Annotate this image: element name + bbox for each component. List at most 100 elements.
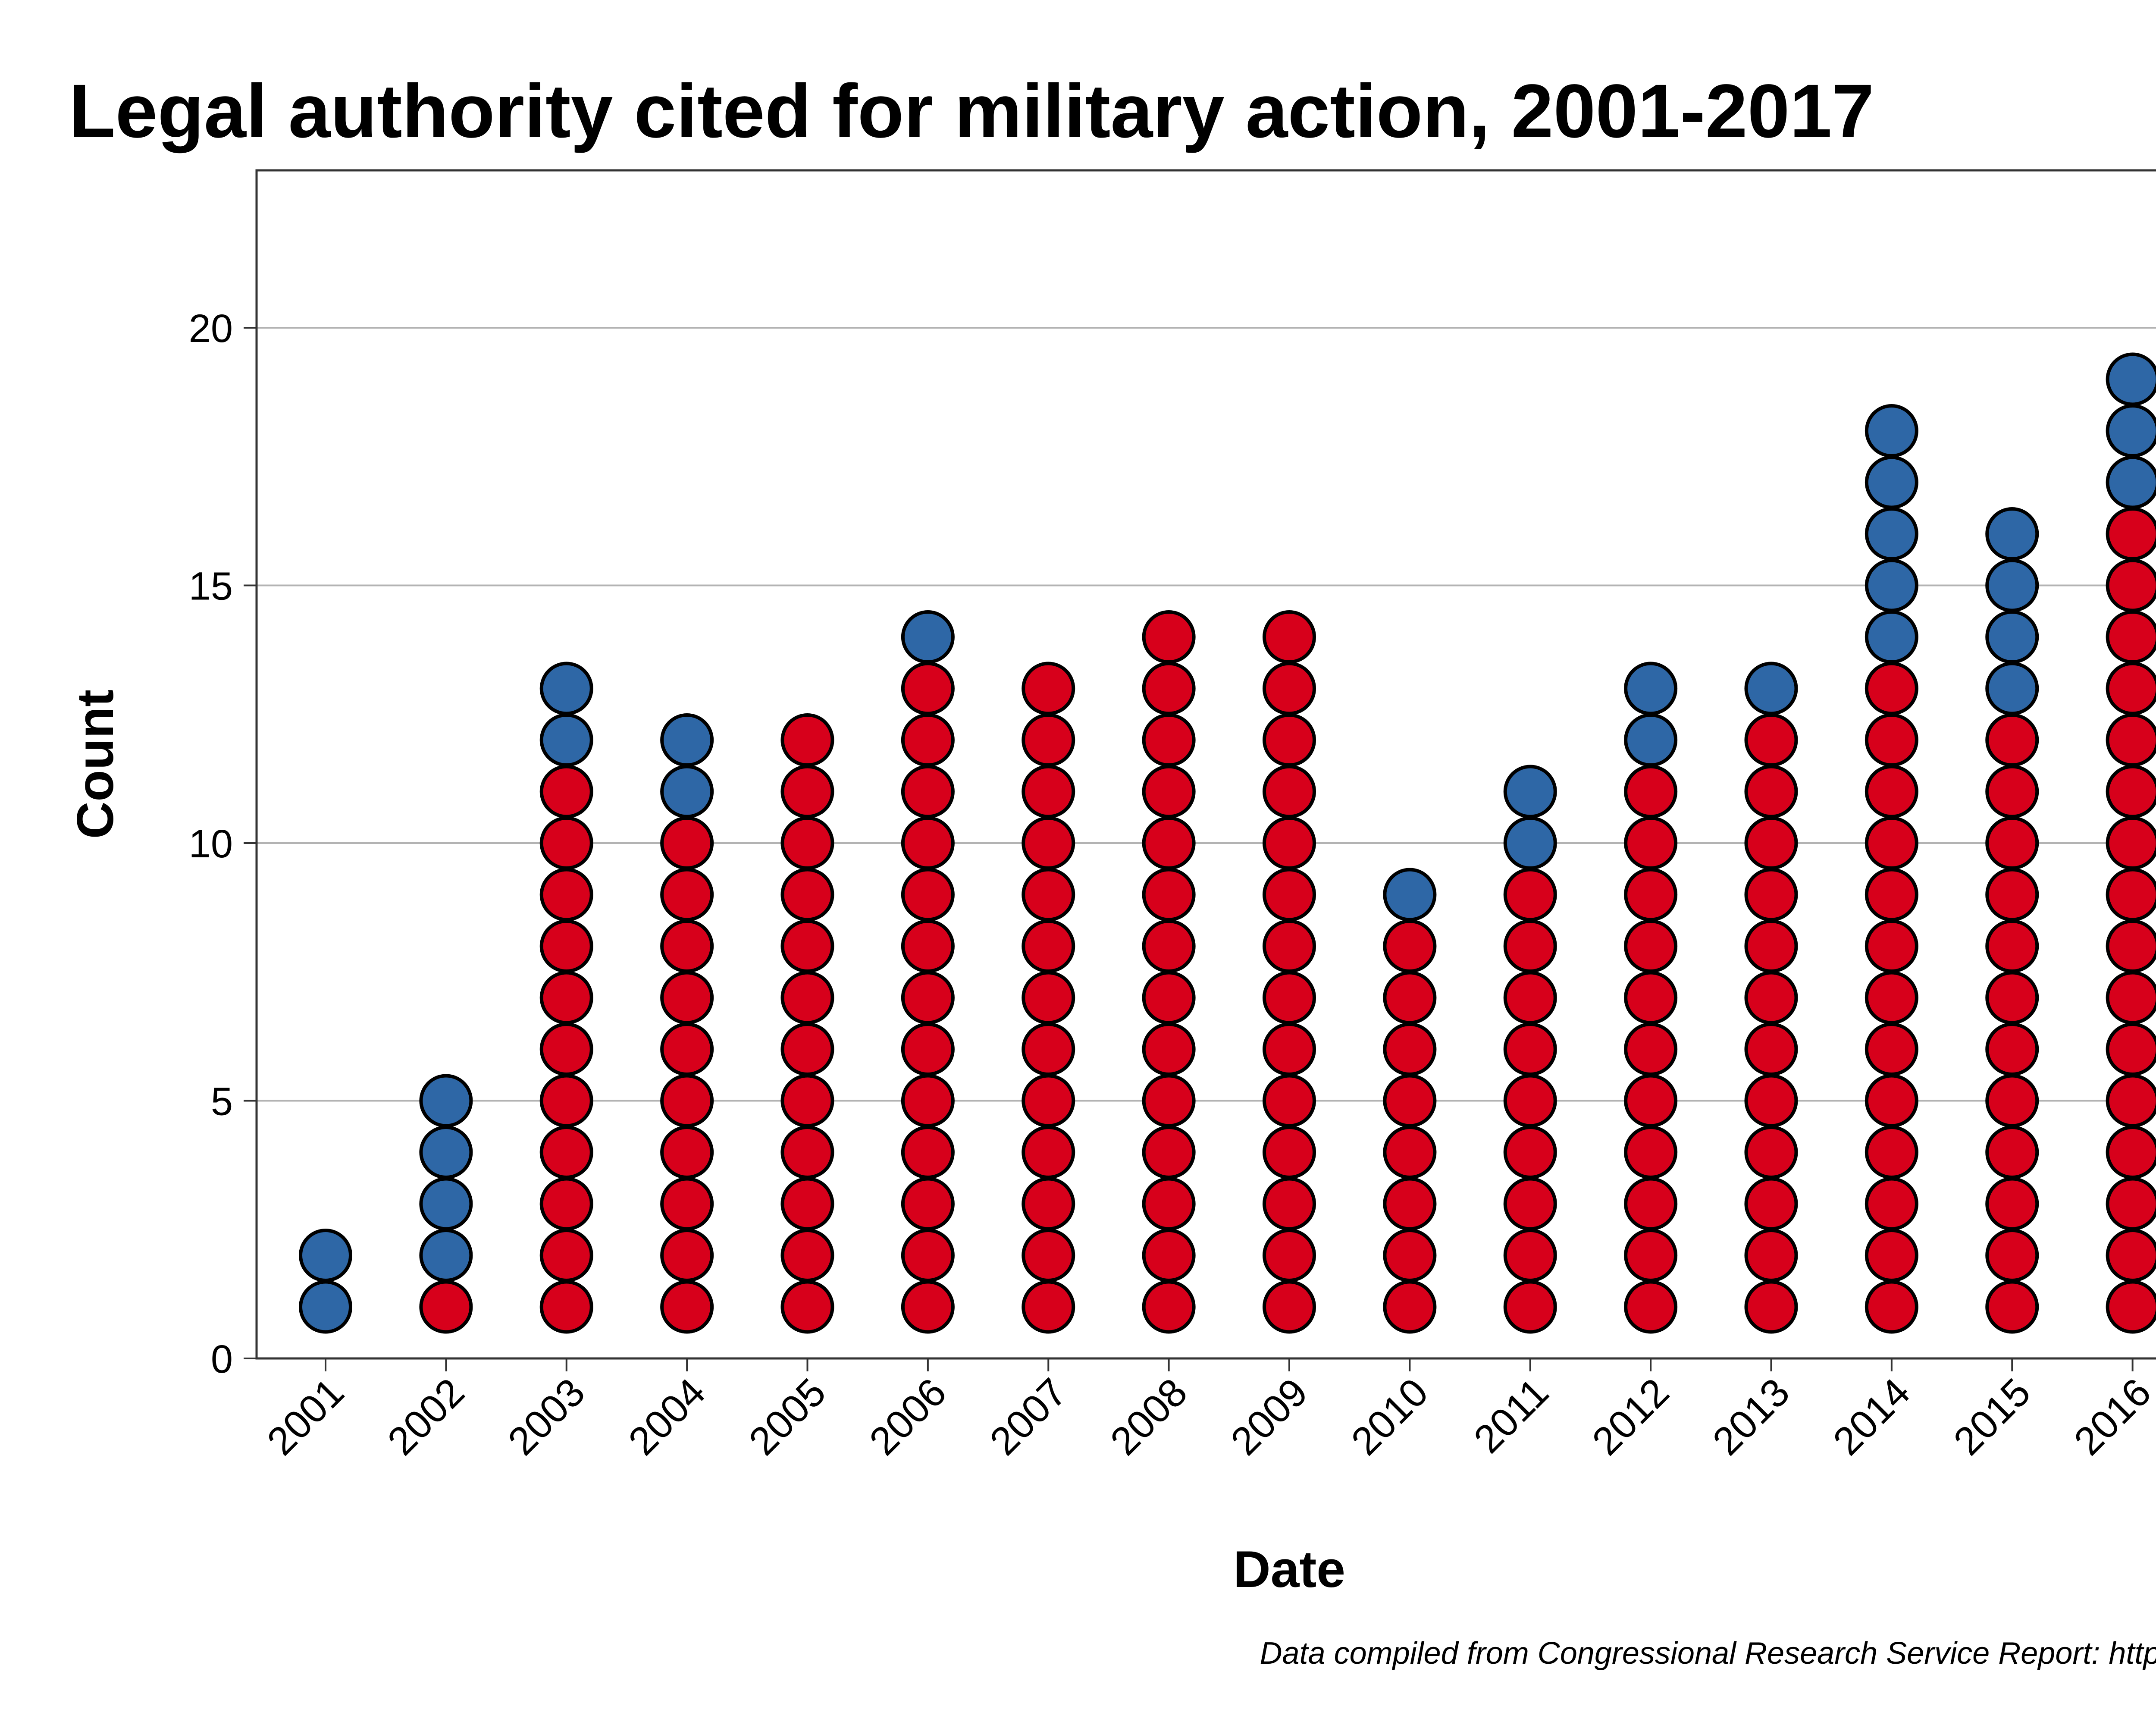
dot-new-2004 bbox=[660, 713, 714, 767]
y-axis: 0 5 10 15 20 bbox=[189, 307, 257, 1381]
x-tick-label: 2003 bbox=[500, 1370, 593, 1464]
dot-continuing-2004 bbox=[660, 868, 714, 922]
dot-continuing-2014 bbox=[1865, 1280, 1918, 1334]
dot-new-2001 bbox=[299, 1280, 352, 1334]
dot-continuing-2016 bbox=[2106, 1177, 2156, 1231]
dot-continuing-2014 bbox=[1865, 1229, 1918, 1282]
dot-continuing-2016 bbox=[2106, 919, 2156, 973]
dot-continuing-2005 bbox=[780, 1126, 834, 1179]
dot-continuing-2007 bbox=[1022, 1074, 1075, 1128]
x-tick-label: 2008 bbox=[1102, 1370, 1196, 1464]
dot-continuing-2014 bbox=[1865, 816, 1918, 870]
dot-continuing-2009 bbox=[1263, 713, 1316, 767]
dot-continuing-2014 bbox=[1865, 868, 1918, 922]
dot-continuing-2016 bbox=[2106, 971, 2156, 1025]
dot-continuing-2003 bbox=[539, 1177, 593, 1231]
dot-continuing-2013 bbox=[1744, 1280, 1798, 1334]
dot-continuing-2006 bbox=[901, 1280, 955, 1334]
x-tick-label: 2005 bbox=[741, 1370, 834, 1464]
dot-continuing-2013 bbox=[1744, 1126, 1798, 1179]
dot-continuing-2007 bbox=[1022, 919, 1075, 973]
y-tick-label: 15 bbox=[189, 565, 233, 608]
dot-continuing-2007 bbox=[1022, 868, 1075, 922]
dot-continuing-2013 bbox=[1744, 816, 1798, 870]
dot-continuing-2009 bbox=[1263, 1126, 1316, 1179]
dot-continuing-2007 bbox=[1022, 1280, 1075, 1334]
dot-new-2002 bbox=[419, 1177, 473, 1231]
dot-continuing-2005 bbox=[780, 868, 834, 922]
dot-continuing-2008 bbox=[1142, 1177, 1196, 1231]
dot-continuing-2016 bbox=[2106, 816, 2156, 870]
dot-continuing-2012 bbox=[1624, 1126, 1678, 1179]
dot-continuing-2013 bbox=[1744, 868, 1798, 922]
dot-new-2016 bbox=[2106, 404, 2156, 458]
dot-continuing-2014 bbox=[1865, 971, 1918, 1025]
y-tick-label: 20 bbox=[189, 307, 233, 351]
dot-continuing-2013 bbox=[1744, 919, 1798, 973]
dot-continuing-2016 bbox=[2106, 1229, 2156, 1282]
dot-continuing-2012 bbox=[1624, 765, 1678, 819]
chart-title: Legal authority cited for military actio… bbox=[69, 69, 1874, 154]
dot-continuing-2012 bbox=[1624, 1074, 1678, 1128]
dot-continuing-2013 bbox=[1744, 1074, 1798, 1128]
dot-continuing-2012 bbox=[1624, 919, 1678, 973]
dot-continuing-2004 bbox=[660, 1280, 714, 1334]
dot-continuing-2003 bbox=[539, 919, 593, 973]
dot-continuing-2009 bbox=[1263, 610, 1316, 664]
dot-continuing-2015 bbox=[1985, 713, 2039, 767]
dot-continuing-2003 bbox=[539, 1229, 593, 1282]
dot-continuing-2003 bbox=[539, 971, 593, 1025]
dot-continuing-2011 bbox=[1503, 1126, 1557, 1179]
dot-continuing-2012 bbox=[1624, 816, 1678, 870]
dot-continuing-2011 bbox=[1503, 1177, 1557, 1231]
dot-continuing-2016 bbox=[2106, 1280, 2156, 1334]
dot-continuing-2007 bbox=[1022, 971, 1075, 1025]
x-axis: 2001 2002 2003 2004 2005 2006 2007 2008 2009 2010… bbox=[259, 1358, 2156, 1464]
dot-continuing-2015 bbox=[1985, 1074, 2039, 1128]
x-tick-label: 2007 bbox=[982, 1370, 1075, 1464]
dot-continuing-2014 bbox=[1865, 1126, 1918, 1179]
dot-continuing-2010 bbox=[1383, 1126, 1437, 1179]
dot-continuing-2015 bbox=[1985, 1126, 2039, 1179]
x-tick-label: 2014 bbox=[1825, 1370, 1918, 1464]
dot-continuing-2009 bbox=[1263, 971, 1316, 1025]
dot-continuing-2013 bbox=[1744, 1022, 1798, 1076]
dot-new-2011 bbox=[1503, 765, 1557, 819]
x-tick-label: 2009 bbox=[1222, 1370, 1316, 1464]
dot-continuing-2006 bbox=[901, 1126, 955, 1179]
dot-new-2011 bbox=[1503, 816, 1557, 870]
dot-new-2015 bbox=[1985, 610, 2039, 664]
x-tick-label: 2011 bbox=[1466, 1370, 1557, 1462]
dot-continuing-2008 bbox=[1142, 971, 1196, 1025]
dot-continuing-2008 bbox=[1142, 1229, 1196, 1282]
dot-continuing-2014 bbox=[1865, 1177, 1918, 1231]
dot-continuing-2007 bbox=[1022, 1177, 1075, 1231]
dot-continuing-2013 bbox=[1744, 1177, 1798, 1231]
dot-continuing-2016 bbox=[2106, 662, 2156, 715]
dot-continuing-2005 bbox=[780, 1229, 834, 1282]
dot-new-2014 bbox=[1865, 558, 1918, 612]
dot-new-2015 bbox=[1985, 507, 2039, 561]
dot-continuing-2003 bbox=[539, 1022, 593, 1076]
dot-continuing-2010 bbox=[1383, 1229, 1437, 1282]
dot-new-2015 bbox=[1985, 662, 2039, 715]
dot-continuing-2006 bbox=[901, 662, 955, 715]
x-tick-label: 2013 bbox=[1705, 1370, 1798, 1464]
y-tick-label: 5 bbox=[211, 1080, 233, 1124]
dot-continuing-2003 bbox=[539, 816, 593, 870]
dot-continuing-2009 bbox=[1263, 1074, 1316, 1128]
dot-new-2001 bbox=[299, 1229, 352, 1282]
dot-continuing-2007 bbox=[1022, 662, 1075, 715]
dot-new-2014 bbox=[1865, 610, 1918, 664]
dot-continuing-2014 bbox=[1865, 1074, 1918, 1128]
dot-new-2002 bbox=[419, 1126, 473, 1179]
dot-continuing-2005 bbox=[780, 971, 834, 1025]
dot-continuing-2008 bbox=[1142, 662, 1196, 715]
dot-continuing-2016 bbox=[2106, 1022, 2156, 1076]
dot-continuing-2008 bbox=[1142, 919, 1196, 973]
dot-new-2013 bbox=[1744, 662, 1798, 715]
dot-continuing-2004 bbox=[660, 919, 714, 973]
dot-continuing-2011 bbox=[1503, 1074, 1557, 1128]
dot-new-2002 bbox=[419, 1229, 473, 1282]
